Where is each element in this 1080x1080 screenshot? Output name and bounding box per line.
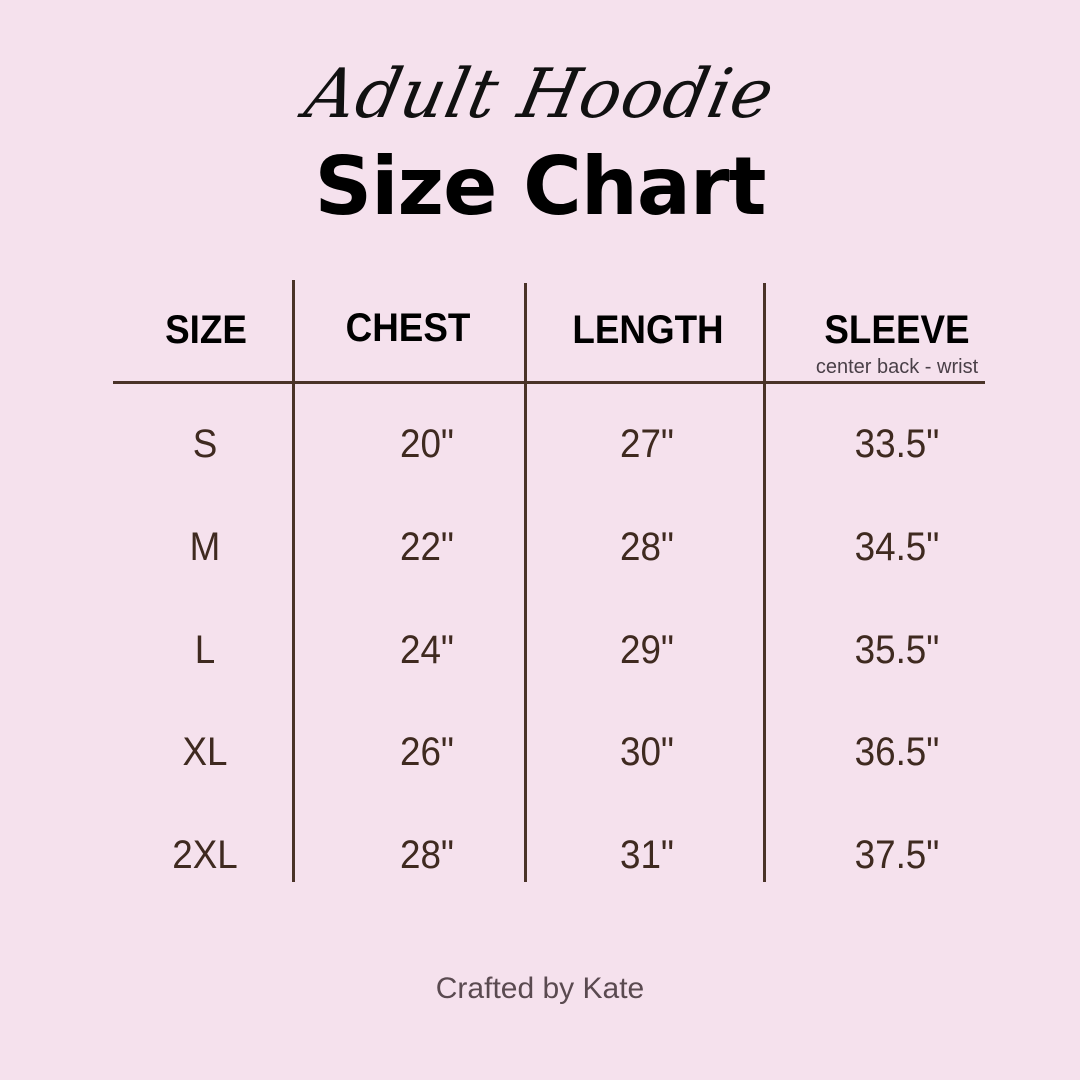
column-divider (763, 283, 766, 882)
cell-size: S (192, 422, 218, 466)
footer-credit: Crafted by Kate (435, 972, 645, 1005)
cell-size: XL (182, 730, 228, 774)
header-size: SIZE (165, 308, 247, 352)
cell-length: 31" (619, 833, 674, 877)
header-divider (113, 381, 985, 384)
cell-length: 30" (619, 730, 674, 774)
cell-sleeve: 34.5" (854, 525, 940, 569)
cell-length: 28" (619, 525, 674, 569)
cell-sleeve: 35.5" (854, 628, 940, 672)
header-chest: CHEST (345, 306, 471, 350)
cell-chest: 22" (399, 525, 454, 569)
cell-length: 29" (619, 628, 674, 672)
cell-length: 27" (619, 422, 674, 466)
column-divider (524, 283, 527, 882)
page-title: Size Chart (314, 140, 766, 233)
cell-size: L (194, 628, 216, 672)
cell-size: M (189, 525, 221, 569)
cell-sleeve: 36.5" (854, 730, 940, 774)
cell-chest: 20" (399, 422, 454, 466)
cell-chest: 28" (399, 833, 454, 877)
cell-chest: 26" (399, 730, 454, 774)
header-length: LENGTH (572, 308, 724, 352)
cell-sleeve: 37.5" (854, 833, 940, 877)
cell-sleeve: 33.5" (854, 422, 940, 466)
header-sleeve-note: center back - wrist (815, 356, 979, 378)
header-sleeve: SLEEVE (824, 308, 970, 352)
script-title: Adult Hoodie (298, 55, 782, 134)
cell-size: 2XL (172, 833, 238, 877)
column-divider (292, 280, 295, 882)
cell-chest: 24" (399, 628, 454, 672)
